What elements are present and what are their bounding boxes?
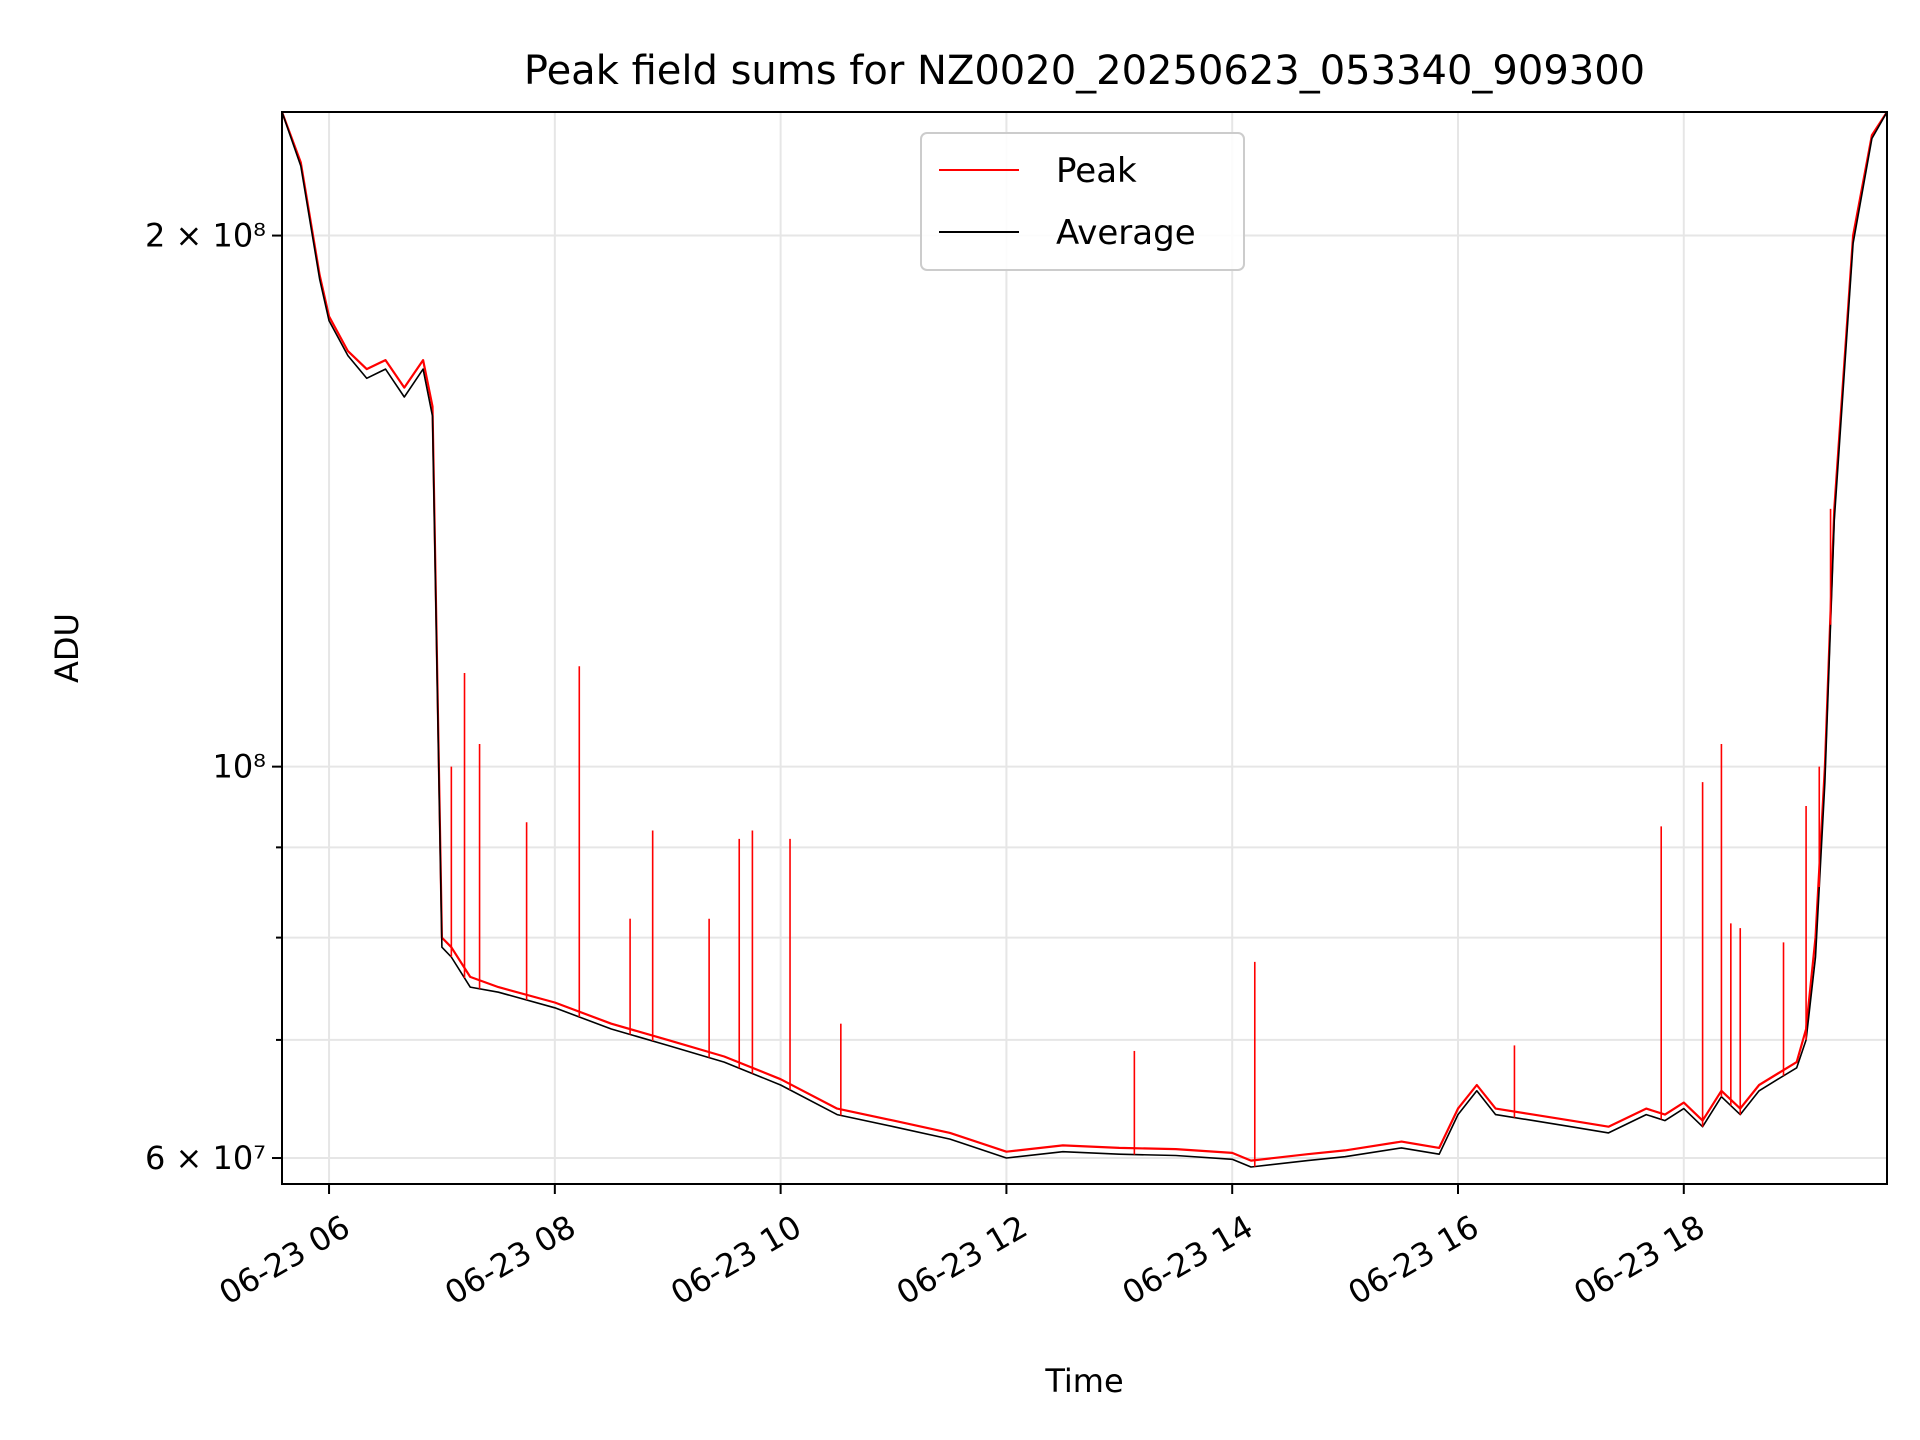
series-group [282, 112, 1887, 1168]
series-line-average [282, 112, 1887, 1168]
legend-label-peak: Peak [1056, 151, 1137, 191]
x-axis-label: Time [1044, 1362, 1123, 1400]
series-line-peak [282, 112, 1887, 1162]
legend: Peak Average [920, 132, 1245, 271]
y-axis-label: ADU [48, 613, 86, 683]
y-tick-label: 6 × 10⁷ [145, 1139, 266, 1177]
legend-box [920, 132, 1245, 271]
plot-frame [281, 111, 1888, 1185]
legend-label-average: Average [1056, 213, 1196, 253]
chart-title: Peak field sums for NZ0020_20250623_0533… [524, 48, 1645, 94]
y-tick-label: 10⁸ [212, 748, 266, 786]
y-tick-label: 2 × 10⁸ [145, 217, 266, 255]
y-axis: 6 × 10⁷ 10⁸ 2 × 10⁸ [145, 217, 282, 1177]
